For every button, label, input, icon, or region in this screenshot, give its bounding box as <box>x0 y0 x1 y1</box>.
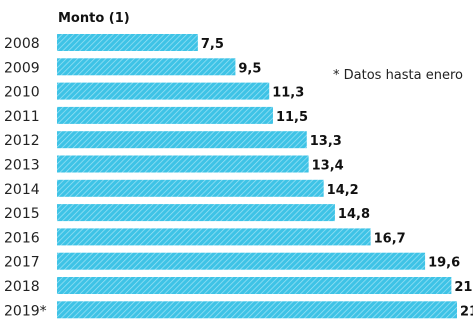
year-label: 2014 <box>4 182 40 198</box>
year-label: 2016 <box>4 230 40 246</box>
year-label: 2010 <box>4 85 40 101</box>
value-label: 11,3 <box>272 86 304 101</box>
year-label: 2008 <box>4 36 40 52</box>
bar <box>57 228 371 246</box>
bar <box>57 34 198 51</box>
value-label: 13,4 <box>312 159 344 174</box>
bar <box>57 277 452 294</box>
bar <box>57 155 309 173</box>
year-label: 2017 <box>4 255 40 271</box>
bar <box>57 204 335 222</box>
year-label: 2011 <box>4 109 40 125</box>
bar <box>57 252 426 270</box>
bar <box>57 82 270 100</box>
value-label: 11,5 <box>276 110 308 125</box>
value-label: 9,5 <box>238 61 261 76</box>
year-label: 2013 <box>4 158 40 174</box>
value-label: 21.3 <box>460 304 473 319</box>
year-label: 2015 <box>4 206 40 222</box>
bar <box>57 58 236 76</box>
value-label: 14,2 <box>327 183 359 198</box>
value-label: 14,8 <box>338 207 370 222</box>
year-label: 2018 <box>4 279 40 295</box>
bar <box>57 301 457 319</box>
chart-note: * Datos hasta enero <box>333 68 463 83</box>
bar <box>57 106 273 124</box>
value-label: 21 <box>454 280 472 295</box>
bar <box>57 131 307 149</box>
value-label: 7,5 <box>201 37 224 52</box>
year-label: 2019* <box>4 303 47 319</box>
value-label: 19,6 <box>428 256 460 271</box>
value-label: 16,7 <box>374 231 406 246</box>
value-label: 13,3 <box>310 134 342 149</box>
bars-group: 2008 7,5 2009 9,5 2010 11,3 2011 11,5 2012 13,3 20… <box>4 34 473 319</box>
year-label: 2009 <box>4 60 40 76</box>
column-header: Monto (1) <box>58 11 130 26</box>
year-label: 2012 <box>4 133 40 149</box>
bar <box>57 179 324 197</box>
